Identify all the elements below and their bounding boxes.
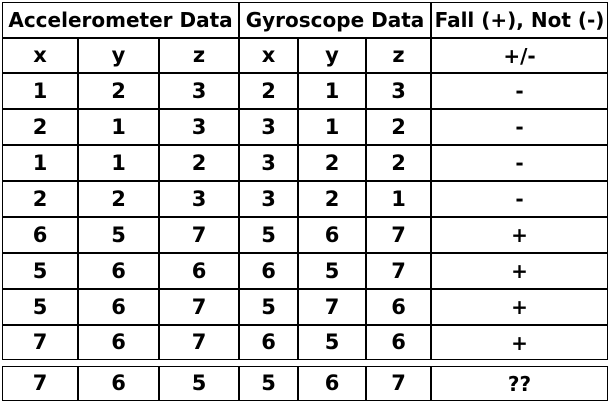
table-cell-gyro-x: 3	[239, 181, 298, 217]
query-cell-gyro-y: 6	[298, 366, 366, 401]
table-cell-accel-x: 1	[2, 73, 78, 109]
query-cell-accel-y: 6	[78, 366, 159, 401]
table-cell-gyro-y: 5	[298, 325, 366, 360]
table-cell-accel-z: 2	[159, 145, 239, 181]
table-cell-accel-x: 2	[2, 109, 78, 145]
table-cell-gyro-x: 2	[239, 73, 298, 109]
table-cell-accel-y: 6	[78, 325, 159, 360]
table-cell-accel-y: 6	[78, 289, 159, 325]
table-cell-fall-sign: -	[431, 181, 608, 217]
table-cell-accel-y: 5	[78, 217, 159, 253]
table-cell-gyro-z: 3	[366, 73, 431, 109]
query-cell-gyro-x: 5	[239, 366, 298, 401]
header-accelerometer: Accelerometer Data	[2, 2, 239, 38]
table-cell-accel-y: 2	[78, 181, 159, 217]
header-gyroscope: Gyroscope Data	[239, 2, 431, 38]
query-cell-accel-x: 7	[2, 366, 78, 401]
table-cell-accel-y: 2	[78, 73, 159, 109]
column-label-gyro-y: y	[298, 38, 366, 73]
column-label-gyro-x: x	[239, 38, 298, 73]
table-cell-accel-y: 1	[78, 109, 159, 145]
table-cell-gyro-z: 6	[366, 325, 431, 360]
table-cell-gyro-x: 3	[239, 109, 298, 145]
table-cell-gyro-x: 6	[239, 253, 298, 289]
table-cell-accel-x: 6	[2, 217, 78, 253]
table-cell-accel-x: 1	[2, 145, 78, 181]
query-cell-fall-sign: ??	[431, 366, 608, 401]
table-cell-gyro-y: 1	[298, 109, 366, 145]
table-cell-gyro-y: 5	[298, 253, 366, 289]
table-cell-gyro-y: 1	[298, 73, 366, 109]
table-cell-gyro-y: 7	[298, 289, 366, 325]
table-cell-fall-sign: -	[431, 145, 608, 181]
query-cell-accel-z: 5	[159, 366, 239, 401]
table-cell-accel-x: 2	[2, 181, 78, 217]
column-label-accel-x: x	[2, 38, 78, 73]
table-cell-accel-z: 7	[159, 289, 239, 325]
table-cell-fall-sign: +	[431, 217, 608, 253]
column-label-gyro-z: z	[366, 38, 431, 73]
table-cell-accel-z: 3	[159, 109, 239, 145]
table-cell-gyro-z: 6	[366, 289, 431, 325]
column-label-accel-z: z	[159, 38, 239, 73]
table-cell-accel-x: 7	[2, 325, 78, 360]
table-cell-gyro-x: 6	[239, 325, 298, 360]
table-cell-fall-sign: +	[431, 289, 608, 325]
table-cell-gyro-y: 6	[298, 217, 366, 253]
table-cell-gyro-z: 2	[366, 145, 431, 181]
table-cell-gyro-z: 7	[366, 253, 431, 289]
table-cell-accel-z: 6	[159, 253, 239, 289]
table-cell-gyro-x: 3	[239, 145, 298, 181]
table-cell-gyro-x: 5	[239, 217, 298, 253]
column-label-fall-sign: +/-	[431, 38, 608, 73]
table-cell-accel-z: 7	[159, 325, 239, 360]
table-cell-gyro-x: 5	[239, 289, 298, 325]
query-cell-gyro-z: 7	[366, 366, 431, 401]
table-cell-fall-sign: +	[431, 253, 608, 289]
table-cell-fall-sign: -	[431, 73, 608, 109]
table-cell-accel-x: 5	[2, 289, 78, 325]
table-cell-fall-sign: +	[431, 325, 608, 360]
table-cell-accel-z: 3	[159, 181, 239, 217]
table-cell-gyro-y: 2	[298, 145, 366, 181]
table-cell-accel-y: 6	[78, 253, 159, 289]
table-cell-accel-y: 1	[78, 145, 159, 181]
column-label-accel-y: y	[78, 38, 159, 73]
header-fall-label: Fall (+), Not (-)	[431, 2, 608, 38]
table-cell-fall-sign: -	[431, 109, 608, 145]
table-cell-gyro-z: 2	[366, 109, 431, 145]
table-cell-accel-z: 3	[159, 73, 239, 109]
table-cell-gyro-z: 1	[366, 181, 431, 217]
table-cell-accel-x: 5	[2, 253, 78, 289]
table-cell-gyro-y: 2	[298, 181, 366, 217]
table-cell-accel-z: 7	[159, 217, 239, 253]
table-cell-gyro-z: 7	[366, 217, 431, 253]
